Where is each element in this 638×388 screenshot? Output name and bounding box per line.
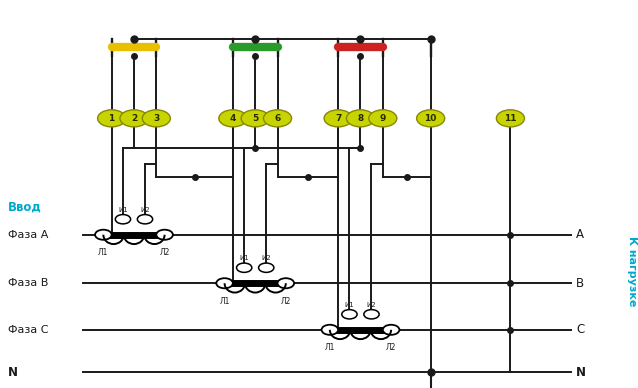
Text: 1: 1 <box>108 114 115 123</box>
Circle shape <box>237 263 252 272</box>
Text: 7: 7 <box>335 114 341 123</box>
Text: Фаза В: Фаза В <box>8 278 48 288</box>
Circle shape <box>142 110 170 127</box>
Circle shape <box>364 310 379 319</box>
Text: И2: И2 <box>140 207 150 213</box>
Circle shape <box>322 325 338 335</box>
Circle shape <box>219 110 247 127</box>
Text: N: N <box>576 366 586 379</box>
Text: 11: 11 <box>504 114 517 123</box>
Text: И1: И1 <box>239 255 249 261</box>
Text: А: А <box>576 228 584 241</box>
Text: Л2: Л2 <box>386 343 396 352</box>
Text: Л1: Л1 <box>98 248 108 257</box>
Circle shape <box>383 325 399 335</box>
Circle shape <box>324 110 352 127</box>
Text: С: С <box>576 323 584 336</box>
Circle shape <box>98 110 126 127</box>
Circle shape <box>496 110 524 127</box>
Text: 4: 4 <box>230 114 236 123</box>
Text: 2: 2 <box>131 114 137 123</box>
Circle shape <box>346 110 375 127</box>
Text: Л2: Л2 <box>160 248 170 257</box>
Circle shape <box>156 230 173 240</box>
Text: 5: 5 <box>252 114 258 123</box>
Text: Фаза С: Фаза С <box>8 325 48 335</box>
Circle shape <box>137 215 152 224</box>
Circle shape <box>278 278 294 288</box>
Text: 3: 3 <box>153 114 160 123</box>
Text: 10: 10 <box>424 114 437 123</box>
Circle shape <box>258 263 274 272</box>
Circle shape <box>369 110 397 127</box>
Text: Л2: Л2 <box>281 297 291 306</box>
Text: И2: И2 <box>367 302 376 308</box>
Circle shape <box>115 215 131 224</box>
Circle shape <box>342 310 357 319</box>
Text: И1: И1 <box>118 207 128 213</box>
Text: И1: И1 <box>345 302 354 308</box>
Circle shape <box>120 110 148 127</box>
Circle shape <box>417 110 445 127</box>
Text: Л1: Л1 <box>219 297 230 306</box>
Text: 9: 9 <box>380 114 386 123</box>
Text: Фаза А: Фаза А <box>8 230 48 240</box>
Text: Ввод: Ввод <box>8 200 42 213</box>
Text: Л1: Л1 <box>325 343 335 352</box>
Text: 6: 6 <box>274 114 281 123</box>
Text: И2: И2 <box>262 255 271 261</box>
Circle shape <box>216 278 233 288</box>
Circle shape <box>241 110 269 127</box>
Text: К нагрузке: К нагрузке <box>627 236 637 307</box>
Text: N: N <box>8 366 19 379</box>
Circle shape <box>263 110 292 127</box>
Text: 8: 8 <box>357 114 364 123</box>
Circle shape <box>95 230 112 240</box>
Text: В: В <box>576 277 584 290</box>
